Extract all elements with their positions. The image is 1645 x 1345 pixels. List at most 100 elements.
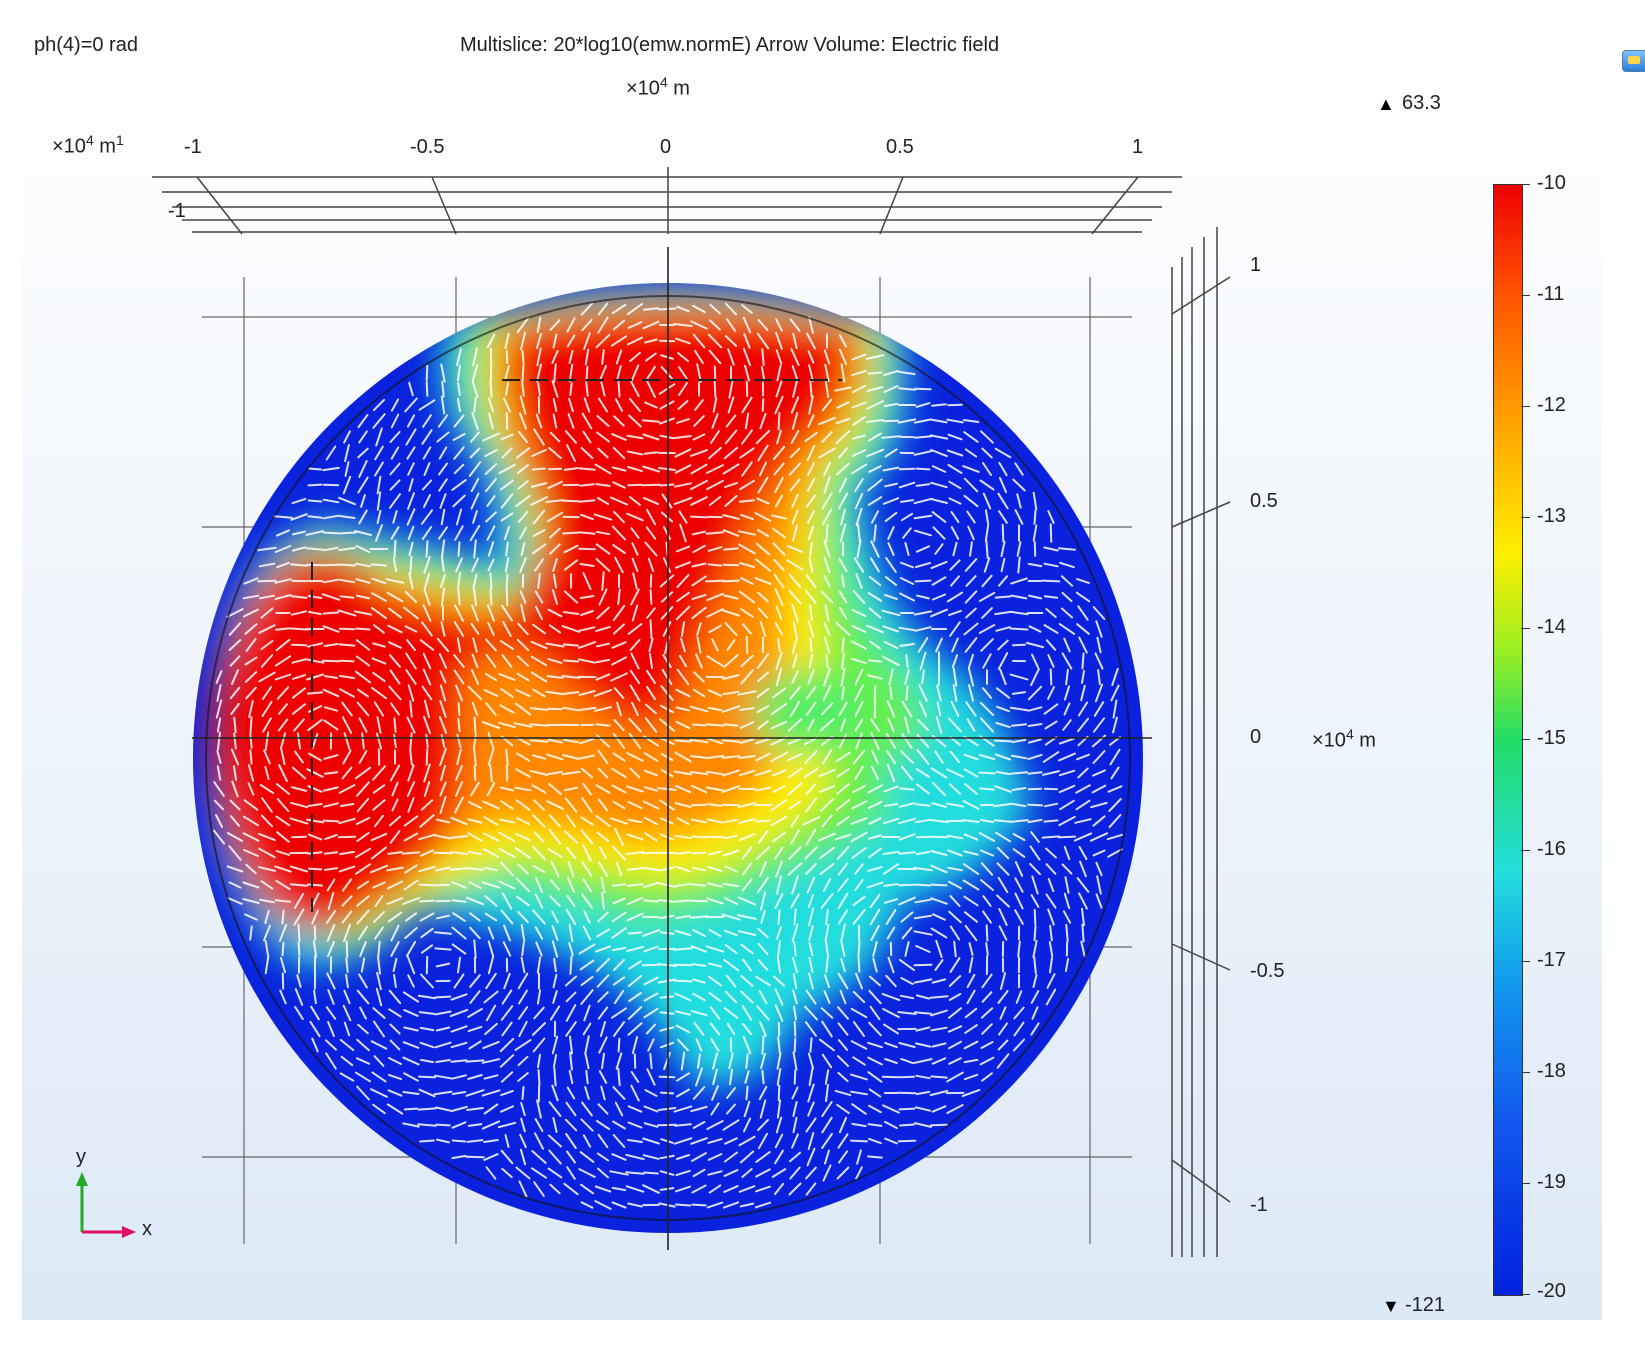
field-arrow	[1057, 835, 1077, 839]
field-arrow	[823, 349, 831, 365]
field-arrow	[393, 974, 397, 988]
field-arrow	[612, 1120, 626, 1130]
field-arrow	[233, 732, 237, 750]
field-arrow	[358, 750, 368, 764]
field-arrow	[692, 333, 706, 349]
field-arrow	[773, 558, 785, 572]
field-arrow	[722, 514, 740, 520]
field-arrow	[898, 802, 916, 808]
field-arrow	[435, 1059, 451, 1063]
field-arrow	[979, 479, 995, 491]
field-arrow	[552, 1117, 558, 1133]
field-arrow	[1028, 625, 1042, 633]
field-arrow	[453, 621, 465, 637]
field-arrow	[995, 770, 1011, 776]
field-arrow	[408, 541, 414, 557]
field-arrow	[482, 800, 500, 810]
field-arrow	[914, 579, 932, 583]
field-arrow	[612, 544, 626, 554]
field-arrow	[345, 973, 349, 989]
field-arrow	[660, 365, 674, 381]
field-arrow	[369, 864, 389, 874]
field-arrow	[913, 497, 933, 505]
field-arrow	[450, 1041, 468, 1049]
field-arrow	[658, 1075, 676, 1079]
field-arrow	[712, 1052, 718, 1070]
field-arrow	[807, 620, 815, 638]
field-arrow	[646, 1068, 656, 1086]
field-arrow	[1045, 847, 1057, 859]
field-arrow	[549, 543, 561, 555]
field-arrow	[692, 433, 706, 441]
field-arrow	[803, 767, 819, 779]
field-arrow	[854, 492, 864, 510]
field-arrow	[822, 684, 832, 702]
field-arrow	[598, 397, 608, 413]
field-arrow	[999, 1006, 1007, 1020]
field-arrow	[599, 1021, 607, 1037]
graphics-window[interactable]: ph(4)=0 rad Multislice: 20*log10(emw.nor…	[22, 22, 1645, 1320]
field-arrow	[915, 467, 931, 471]
field-plot[interactable]	[22, 22, 1602, 1320]
field-arrow	[930, 767, 948, 779]
field-arrow	[819, 1038, 835, 1052]
field-arrow	[1081, 670, 1085, 684]
field-arrow	[391, 781, 399, 797]
field-arrow	[980, 638, 994, 652]
field-arrow	[357, 476, 369, 494]
field-arrow	[757, 476, 769, 494]
field-arrow	[999, 972, 1007, 990]
field-arrow	[341, 701, 353, 717]
field-arrow	[355, 847, 371, 859]
field-arrow	[409, 748, 413, 766]
field-arrow	[532, 799, 546, 811]
field-arrow	[594, 945, 612, 953]
field-arrow	[436, 1138, 450, 1144]
field-arrow	[674, 464, 692, 474]
field-arrow	[532, 814, 546, 828]
field-arrow	[705, 945, 725, 953]
field-arrow	[851, 784, 867, 794]
field-arrow	[790, 430, 800, 444]
field-arrow	[372, 1103, 386, 1115]
field-arrow	[646, 685, 656, 701]
field-arrow	[323, 675, 339, 679]
field-arrow	[1030, 894, 1040, 908]
field-arrow	[434, 1074, 452, 1080]
field-arrow	[323, 851, 339, 855]
field-arrow	[1063, 702, 1071, 716]
field-arrow	[982, 462, 992, 476]
field-arrow	[754, 577, 772, 585]
plot-settings-icon[interactable]	[1622, 50, 1645, 72]
field-arrow	[905, 685, 909, 701]
field-arrow	[708, 624, 722, 634]
field-arrow	[723, 723, 739, 727]
field-arrow	[854, 700, 864, 718]
field-arrow	[473, 397, 477, 413]
field-arrow	[804, 846, 818, 860]
field-arrow	[690, 755, 708, 759]
field-arrow	[500, 688, 514, 698]
field-arrow	[440, 395, 446, 415]
field-arrow	[457, 717, 461, 733]
field-arrow	[401, 851, 421, 855]
field-arrow	[1090, 801, 1108, 809]
field-arrow	[964, 924, 978, 942]
field-arrow	[562, 691, 580, 695]
field-arrow	[274, 655, 292, 667]
field-arrow	[387, 624, 403, 634]
field-arrow	[1045, 608, 1057, 618]
field-arrow	[533, 428, 545, 446]
field-arrow	[264, 910, 270, 924]
field-arrow	[726, 1103, 736, 1115]
field-arrow	[341, 716, 353, 734]
field-arrow	[1027, 818, 1043, 824]
field-arrow	[821, 814, 833, 828]
field-arrow	[616, 701, 622, 717]
field-arrow	[948, 910, 962, 924]
field-arrow	[1110, 684, 1120, 702]
field-arrow	[631, 604, 639, 622]
field-arrow	[275, 783, 291, 795]
field-arrow	[807, 718, 815, 732]
field-arrow	[519, 395, 527, 415]
